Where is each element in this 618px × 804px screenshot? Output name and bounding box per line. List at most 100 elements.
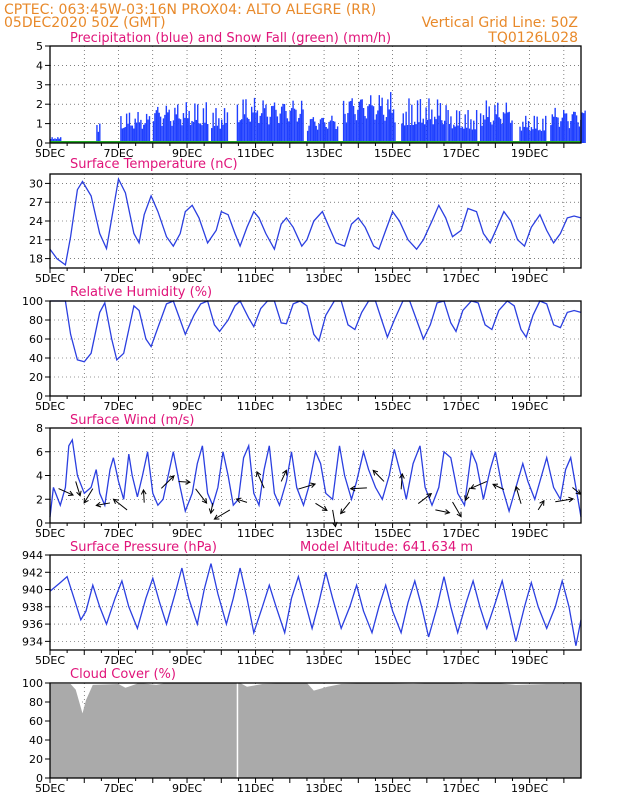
precip-bar bbox=[365, 118, 368, 143]
precip-bar bbox=[177, 104, 179, 143]
precip-bar bbox=[130, 125, 132, 143]
precip-bar bbox=[133, 128, 135, 143]
precip-bar bbox=[453, 124, 455, 143]
precip-bar bbox=[273, 102, 276, 143]
precip-bar bbox=[421, 122, 423, 143]
precip-bar bbox=[455, 110, 458, 143]
precip-bar bbox=[564, 113, 566, 143]
precip-bar bbox=[325, 126, 327, 143]
x-tick-label: 15DEC bbox=[374, 147, 411, 160]
precip-bar bbox=[497, 102, 499, 143]
precip-bar bbox=[375, 114, 378, 143]
plot-frame bbox=[49, 45, 582, 144]
panel-6: 0 20 40 60 80 100 5DEC 7DEC 9DEC 11DEC 13DEC 15DEC 1… bbox=[22, 667, 582, 795]
precip-bar bbox=[168, 109, 170, 143]
x-tick-label: 5DEC bbox=[35, 527, 65, 540]
precip-bar bbox=[391, 112, 393, 143]
precip-bar bbox=[324, 122, 326, 143]
y-tick-label: 936 bbox=[22, 618, 43, 631]
precip-bar bbox=[198, 123, 200, 143]
wind-arrow bbox=[332, 509, 336, 527]
precip-bar bbox=[306, 130, 309, 143]
precip-bar bbox=[485, 100, 488, 143]
wind-arrow-head bbox=[444, 509, 451, 515]
panel-title: Surface Wind (m/s) bbox=[70, 413, 194, 428]
precip-bar bbox=[125, 113, 128, 143]
y-tick-label: 2 bbox=[36, 493, 43, 506]
x-tick-label: 13DEC bbox=[306, 654, 343, 667]
precip-bar bbox=[336, 126, 339, 143]
precip-bar bbox=[429, 119, 432, 143]
precip-bar bbox=[275, 109, 277, 143]
precip-bar bbox=[404, 125, 406, 143]
precip-bar bbox=[557, 117, 559, 143]
wind-arrow bbox=[195, 488, 207, 504]
precip-bar bbox=[505, 102, 508, 143]
precip-bar bbox=[415, 124, 417, 143]
wind-arrow bbox=[470, 481, 487, 489]
precip-bar bbox=[270, 106, 273, 143]
x-tick-label: 15DEC bbox=[374, 654, 411, 667]
wind-arrow bbox=[210, 503, 214, 514]
x-tick-label: 13DEC bbox=[306, 782, 343, 795]
precip-bar bbox=[457, 125, 459, 143]
x-tick-label: 11DEC bbox=[237, 272, 274, 285]
x-tick-label: 17DEC bbox=[443, 654, 480, 667]
y-tick-label: 40 bbox=[29, 734, 43, 747]
precip-bar bbox=[134, 118, 136, 143]
x-tick-label: 19DEC bbox=[511, 782, 548, 795]
precip-bar bbox=[533, 115, 536, 143]
wind-arrow bbox=[256, 471, 265, 489]
precip-bar bbox=[498, 117, 500, 143]
precip-bar bbox=[344, 113, 346, 143]
precip-bar bbox=[331, 115, 333, 143]
precip-bar bbox=[302, 109, 304, 143]
wind-arrow bbox=[96, 502, 111, 506]
precip-bar bbox=[260, 113, 263, 143]
precip-bar bbox=[481, 125, 483, 143]
x-tick-label: 17DEC bbox=[443, 527, 480, 540]
precip-bar bbox=[279, 113, 281, 143]
wind-arrow-head bbox=[68, 490, 74, 496]
wind-arrow bbox=[417, 493, 432, 504]
precip-bar bbox=[445, 105, 447, 143]
precip-bar bbox=[290, 108, 293, 143]
precip-bar bbox=[215, 108, 217, 143]
precip-bar bbox=[461, 126, 464, 143]
precip-bar bbox=[212, 112, 214, 143]
panel-5: 934 936 938 940 942 944 5DEC 7DEC 9DEC 11DEC 13DEC… bbox=[22, 540, 582, 667]
x-tick-label: 11DEC bbox=[237, 400, 274, 413]
precip-bar bbox=[492, 120, 495, 143]
x-tick-label: 5DEC bbox=[35, 782, 65, 795]
wind-arrow bbox=[537, 500, 545, 511]
wind-arrow bbox=[515, 486, 522, 504]
precip-bar bbox=[194, 103, 196, 143]
precip-bar bbox=[494, 105, 496, 143]
wind-arrow bbox=[236, 498, 248, 503]
x-tick-label: 19DEC bbox=[511, 527, 548, 540]
wind-arrow-head bbox=[321, 505, 328, 511]
precip-bar bbox=[439, 103, 442, 143]
precip-bar bbox=[124, 126, 126, 143]
x-tick-label: 15DEC bbox=[374, 527, 411, 540]
precip-bar bbox=[292, 100, 294, 143]
y-tick-label: 2 bbox=[36, 98, 43, 111]
precip-bar bbox=[55, 138, 58, 143]
precip-bar bbox=[504, 113, 506, 143]
precip-bar bbox=[554, 107, 556, 143]
precip-bar bbox=[154, 113, 156, 143]
precip-bar bbox=[423, 124, 426, 143]
wind-arrow bbox=[160, 475, 175, 489]
precip-bar bbox=[181, 125, 183, 143]
wind-arrow-head bbox=[340, 508, 346, 515]
precip-bar bbox=[202, 108, 205, 143]
precip-bar bbox=[530, 127, 533, 143]
precip-bar bbox=[558, 126, 561, 143]
precip-bar bbox=[464, 114, 466, 143]
precip-bar bbox=[289, 110, 291, 143]
y-tick-label: 942 bbox=[22, 566, 43, 579]
wind-arrow bbox=[372, 470, 385, 482]
precip-bar bbox=[58, 138, 60, 143]
precip-bar bbox=[364, 116, 366, 143]
precip-bar bbox=[460, 127, 462, 143]
